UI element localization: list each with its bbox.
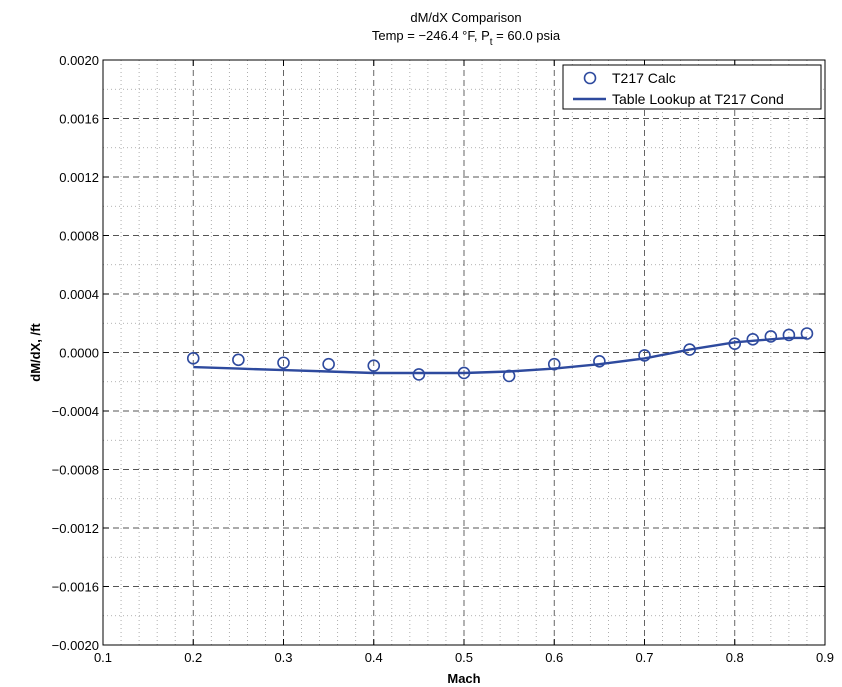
data-point-t217-calc <box>457 366 471 380</box>
subtitle-prefix: Temp = −246.4 °F, P <box>372 28 490 43</box>
x-tick-label: 0.3 <box>274 650 292 665</box>
data-point-t217-calc <box>593 354 606 368</box>
y-tick-label: −0.0004 <box>52 404 99 419</box>
data-point-t217-calc <box>728 337 742 351</box>
y-tick-label: 0.0000 <box>59 346 99 361</box>
axis-ticks: 0.1 0.2 0.3 0.4 0.5 0.6 0.7 0.8 0.9 −0.0020 −0.001… <box>52 53 834 665</box>
legend-box <box>562 64 822 110</box>
chart-subtitle: Temp = −246.4 °F, Pt = 60.0 psia <box>372 28 561 48</box>
y-tick-label: 0.0016 <box>59 112 99 127</box>
series-layer <box>186 327 814 383</box>
y-tick-label: −0.0012 <box>52 521 99 536</box>
legend-entry-table-lookup: Table Lookup at T217 Cond <box>612 91 784 107</box>
data-point-t217-calc <box>547 357 561 371</box>
grid <box>103 60 825 645</box>
data-point-t217-calc <box>800 327 814 340</box>
x-tick-label: 0.1 <box>94 650 112 665</box>
legend-marker-circle <box>583 71 597 85</box>
x-axis-label: Mach <box>447 671 480 686</box>
data-point-t217-calc <box>782 328 796 342</box>
y-tick-label: 0.0008 <box>59 229 99 244</box>
data-point-t217-calc <box>638 349 651 362</box>
y-tick-label: 0.0020 <box>59 53 99 68</box>
x-tick-label: 0.9 <box>816 650 834 665</box>
subtitle-subscript: t <box>490 37 493 48</box>
data-point-t217-calc <box>746 333 760 346</box>
data-point-t217-calc <box>322 357 335 371</box>
y-tick-label: −0.0020 <box>52 638 99 653</box>
y-tick-label: 0.0012 <box>59 170 99 185</box>
x-tick-label: 0.8 <box>726 650 744 665</box>
y-tick-label: 0.0004 <box>59 287 99 302</box>
y-tick-label: −0.0008 <box>52 463 99 478</box>
y-tick-label: −0.0016 <box>52 580 99 595</box>
x-tick-label: 0.5 <box>455 650 473 665</box>
data-point-t217-calc <box>764 330 778 343</box>
data-point-t217-calc <box>277 356 290 370</box>
chart-title: dM/dX Comparison <box>410 10 521 25</box>
legend: T217 Calc Table Lookup at T217 Cond <box>562 64 822 110</box>
data-point-t217-calc <box>232 353 245 367</box>
y-axis-label: dM/dX, /ft <box>28 323 43 382</box>
data-point-t217-calc <box>186 352 200 365</box>
plot-area-frame <box>102 59 826 646</box>
x-tick-label: 0.2 <box>184 650 202 665</box>
data-point-t217-calc <box>683 343 696 356</box>
x-tick-label: 0.4 <box>365 650 383 665</box>
data-point-t217-calc <box>367 359 381 372</box>
legend-entry-t217-calc: T217 Calc <box>612 70 676 86</box>
data-point-t217-calc <box>412 368 426 381</box>
subtitle-suffix: = 60.0 psia <box>493 28 561 43</box>
x-tick-label: 0.7 <box>635 650 653 665</box>
data-point-t217-calc <box>502 369 516 383</box>
x-tick-label: 0.6 <box>545 650 563 665</box>
